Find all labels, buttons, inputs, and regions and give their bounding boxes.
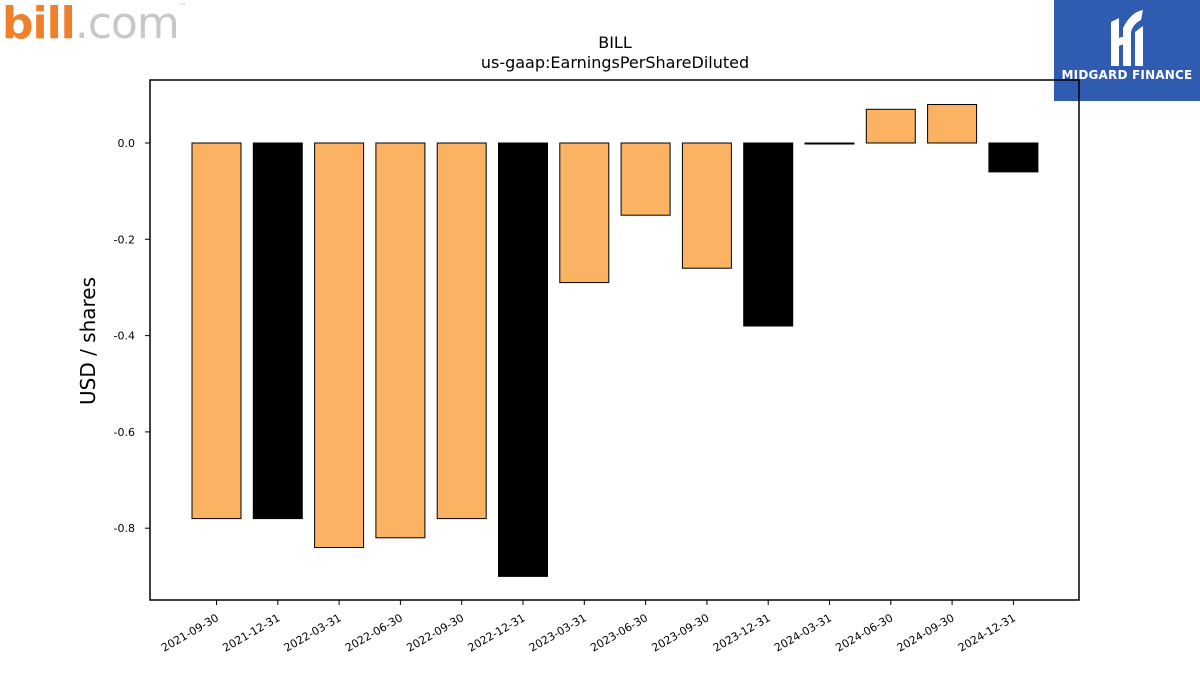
midgard-logo-mark-icon	[1111, 10, 1143, 66]
midgard-finance-logo: MIDGARD FINANCE	[1054, 0, 1200, 101]
bar-2024-03-31	[804, 142, 855, 145]
bill-logo: bill.com™	[2, 0, 187, 49]
x-tick-label: 2023-09-30	[650, 611, 712, 654]
x-axis-ticks: 2021-09-30 2021-12-31 2022-03-31 2022-06-30…	[159, 600, 1018, 655]
x-tick-label: 2022-12-31	[466, 611, 528, 654]
bar-2021-12-31	[252, 142, 303, 520]
x-tick-label: 2024-09-30	[895, 611, 957, 654]
bill-logo-main: bill	[2, 0, 76, 49]
bar-2021-09-30	[191, 142, 242, 520]
bill-logo-suffix: .com	[74, 0, 180, 49]
bar-2024-09-30	[927, 104, 978, 144]
bar-2023-03-31	[559, 142, 610, 284]
bar-2023-06-30	[620, 142, 671, 216]
y-tick-label: -0.4	[114, 330, 135, 343]
x-tick-label: 2021-09-30	[159, 611, 221, 654]
x-tick-label: 2023-12-31	[711, 611, 773, 654]
x-tick-label: 2022-06-30	[343, 611, 405, 654]
bar-2022-12-31	[498, 142, 548, 577]
x-tick-label: 2022-09-30	[404, 611, 466, 654]
bar-2022-09-30	[436, 142, 487, 520]
y-axis-ticks: 0.0 -0.2 -0.4 -0.6 -0.8	[114, 137, 150, 535]
x-tick-label: 2021-12-31	[220, 611, 282, 654]
bar-2023-12-31	[743, 142, 794, 327]
chart-title: BILL	[598, 33, 632, 52]
bar-2023-09-30	[681, 142, 732, 269]
bar-2022-03-31	[314, 142, 365, 548]
x-tick-label: 2023-03-31	[527, 611, 589, 654]
y-tick-label: 0.0	[118, 137, 136, 150]
x-tick-label: 2024-12-31	[956, 611, 1018, 654]
y-tick-label: -0.6	[114, 426, 135, 439]
y-tick-label: -0.2	[114, 233, 135, 246]
x-tick-label: 2023-06-30	[588, 611, 650, 654]
bill-logo-tm: ™	[178, 2, 187, 11]
chart-subtitle: us-gaap:EarningsPerShareDiluted	[481, 53, 749, 72]
bars-group	[191, 104, 1039, 577]
bar-2024-06-30	[865, 108, 916, 144]
bar-2024-12-31	[988, 142, 1039, 173]
y-tick-label: -0.8	[114, 522, 135, 535]
midgard-logo-text: MIDGARD FINANCE	[1061, 68, 1193, 82]
x-tick-label: 2022-03-31	[282, 611, 344, 654]
bar-2022-06-30	[375, 142, 426, 539]
x-tick-label: 2024-03-31	[772, 611, 834, 654]
x-tick-label: 2024-06-30	[833, 611, 895, 654]
y-axis-label: USD / shares	[76, 277, 100, 405]
plot-frame	[149, 79, 1080, 601]
